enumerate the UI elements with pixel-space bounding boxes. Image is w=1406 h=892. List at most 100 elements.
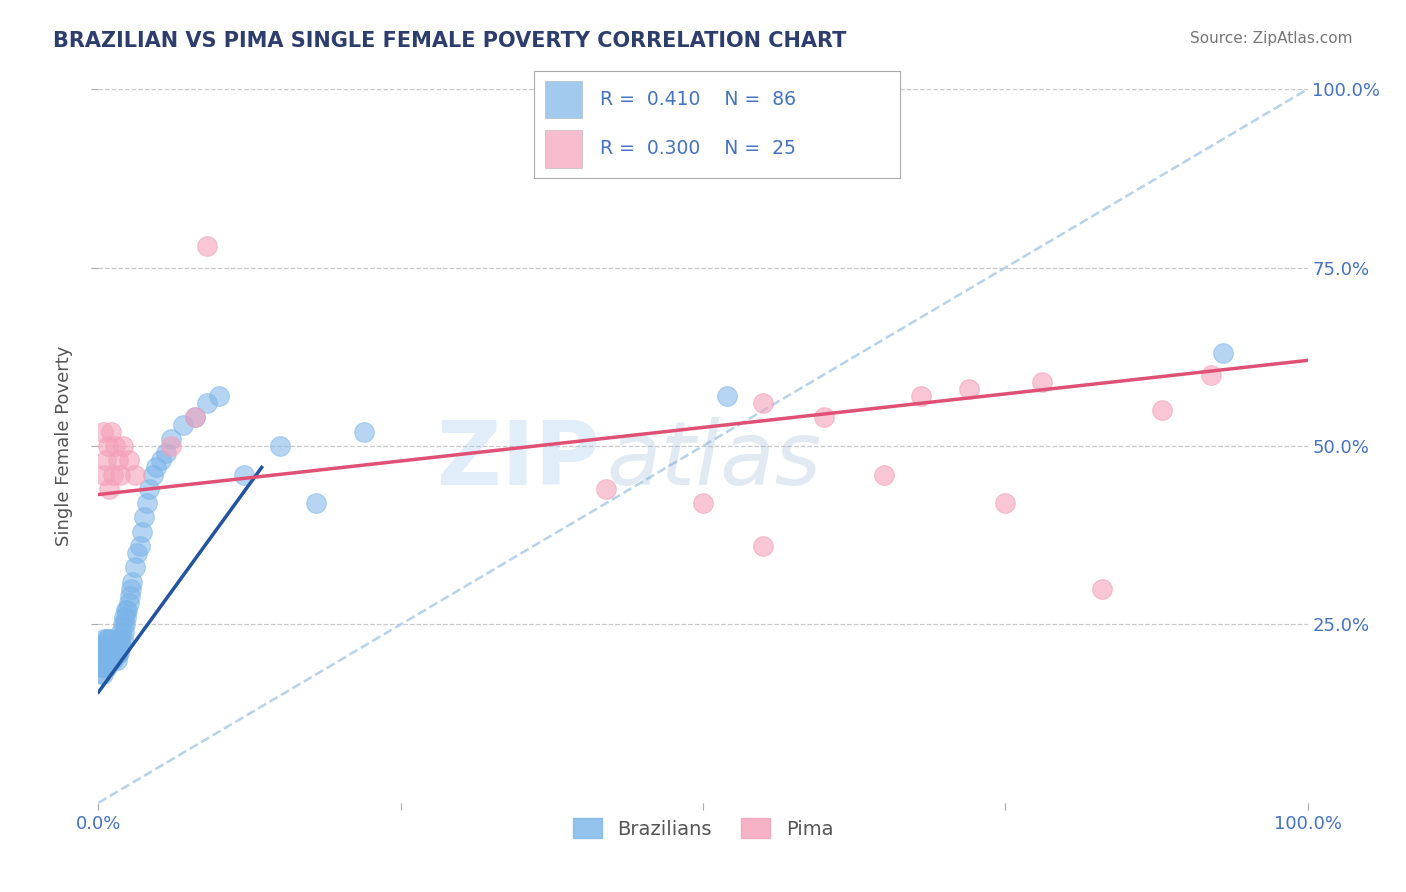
Point [957, 382, 980, 396]
Point [208, 389, 231, 403]
Point [108, 467, 131, 482]
Point [100, 425, 122, 439]
Point [142, 467, 165, 482]
Point [104, 646, 127, 660]
Point [120, 582, 142, 596]
Point [94, 453, 117, 467]
Point [96, 646, 118, 660]
Point [107, 453, 129, 467]
Point [100, 646, 122, 660]
Point [135, 496, 157, 510]
Point [108, 632, 131, 646]
Point [101, 646, 124, 660]
Point [1212, 346, 1234, 360]
Point [98, 482, 121, 496]
Point [101, 467, 124, 482]
Y-axis label: Single Female Poverty: Single Female Poverty [55, 346, 73, 546]
Point [96, 660, 118, 674]
Point [305, 496, 328, 510]
Point [103, 646, 125, 660]
Point [994, 496, 1017, 510]
Point [1199, 368, 1222, 382]
Point [104, 639, 127, 653]
Point [692, 496, 714, 510]
Text: ZIP: ZIP [437, 417, 600, 504]
Point [94, 653, 117, 667]
Point [269, 439, 291, 453]
Point [93, 646, 115, 660]
Point [91, 653, 114, 667]
Point [160, 432, 183, 446]
Point [1091, 582, 1114, 596]
Point [131, 524, 153, 539]
Point [107, 646, 129, 660]
Point [101, 639, 124, 653]
Point [101, 653, 124, 667]
Point [108, 646, 131, 660]
Point [93, 660, 115, 674]
Point [595, 482, 617, 496]
Point [100, 639, 122, 653]
Text: R =  0.410    N =  86: R = 0.410 N = 86 [600, 90, 796, 109]
Point [115, 610, 138, 624]
Point [873, 467, 896, 482]
Point [96, 632, 118, 646]
Point [104, 439, 127, 453]
Point [138, 482, 160, 496]
Point [118, 453, 141, 467]
Point [115, 603, 138, 617]
Point [98, 646, 121, 660]
Point [93, 653, 115, 667]
Text: atlas: atlas [606, 417, 821, 503]
Point [110, 624, 132, 639]
Point [1031, 375, 1053, 389]
Point [1152, 403, 1174, 417]
Point [93, 467, 115, 482]
Point [195, 239, 218, 253]
Legend: Brazilians, Pima: Brazilians, Pima [565, 811, 841, 847]
Point [93, 639, 115, 653]
Point [172, 417, 194, 432]
Point [145, 460, 167, 475]
Point [160, 439, 183, 453]
Point [94, 660, 117, 674]
Point [96, 653, 118, 667]
Point [94, 639, 117, 653]
Point [112, 610, 135, 624]
Point [813, 410, 835, 425]
Point [114, 617, 136, 632]
Point [184, 410, 207, 425]
Point [107, 639, 129, 653]
Point [108, 639, 131, 653]
Point [105, 646, 128, 660]
Text: Source: ZipAtlas.com: Source: ZipAtlas.com [1189, 31, 1353, 46]
Point [155, 446, 177, 460]
Point [752, 396, 775, 410]
FancyBboxPatch shape [546, 130, 582, 168]
Point [127, 546, 149, 560]
Point [98, 639, 121, 653]
Point [128, 539, 150, 553]
Point [97, 439, 120, 453]
Point [91, 660, 114, 674]
Point [112, 624, 135, 639]
Point [110, 639, 132, 653]
Point [117, 603, 139, 617]
Point [121, 574, 143, 589]
Point [752, 539, 775, 553]
Point [100, 653, 122, 667]
Point [94, 646, 117, 660]
Point [195, 396, 218, 410]
Point [111, 617, 134, 632]
Point [91, 639, 114, 653]
Point [96, 639, 118, 653]
Point [97, 639, 120, 653]
Point [103, 639, 125, 653]
FancyBboxPatch shape [546, 81, 582, 119]
Point [100, 646, 122, 660]
Point [91, 667, 114, 681]
Point [105, 639, 128, 653]
Point [124, 467, 146, 482]
Point [100, 632, 122, 646]
Point [100, 653, 122, 667]
